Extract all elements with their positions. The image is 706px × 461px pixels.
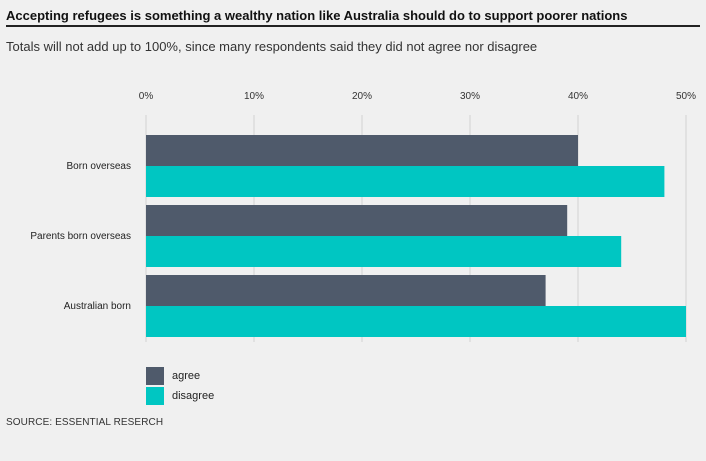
category-label: Parents born overseas	[30, 231, 131, 242]
bar-disagree	[146, 166, 665, 197]
legend-swatch-agree	[146, 366, 164, 385]
legend-item-disagree: disagree	[146, 386, 214, 405]
chart-title: Accepting refugees is something a wealth…	[6, 8, 700, 27]
legend-swatch-disagree	[146, 386, 164, 405]
bar-disagree	[146, 236, 622, 267]
bar-agree	[146, 275, 546, 306]
bar-disagree	[146, 306, 686, 337]
bars	[146, 135, 686, 337]
x-tick-label: 10%	[244, 91, 264, 102]
legend: agree disagree	[146, 366, 214, 406]
source-note: SOURCE: ESSENTIAL RESERCH	[6, 417, 164, 428]
bar-agree	[146, 205, 568, 236]
legend-label-agree: agree	[172, 369, 201, 382]
category-label: Born overseas	[67, 161, 131, 172]
bar-agree	[146, 135, 578, 166]
x-tick-label: 30%	[460, 91, 480, 102]
category-labels: Born overseas Parents born overseas Austra…	[30, 161, 131, 312]
x-tick-label: 20%	[352, 91, 372, 102]
chart-subtitle: Totals will not add up to 100%, since ma…	[6, 39, 538, 54]
x-tick-label: 40%	[568, 91, 588, 102]
legend-item-agree: agree	[146, 366, 214, 385]
category-label: Australian born	[64, 301, 131, 312]
x-tick-labels: 0% 10% 20% 30% 40% 50%	[139, 91, 696, 102]
legend-label-disagree: disagree	[172, 389, 215, 402]
x-tick-label: 50%	[676, 91, 696, 102]
x-tick-label: 0%	[139, 91, 154, 102]
